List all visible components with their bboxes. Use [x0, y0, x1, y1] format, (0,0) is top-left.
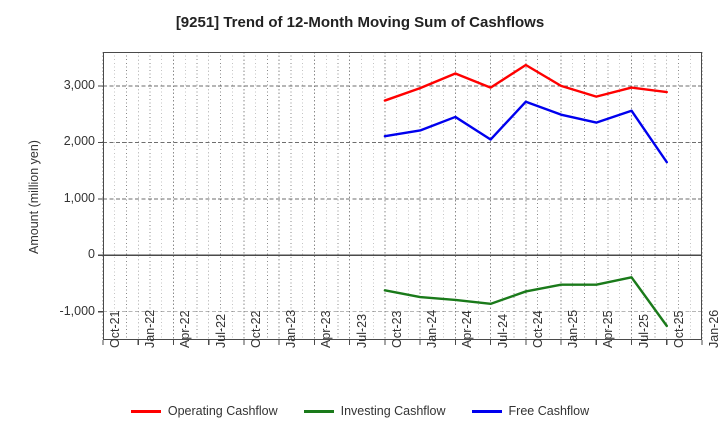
legend-color-swatch	[130, 409, 161, 413]
x-tick-label: Jul-24	[495, 313, 510, 348]
x-tick-label: Jul-22	[213, 313, 228, 348]
legend-label: Free Cashflow	[508, 404, 590, 418]
x-tick-label: Apr-24	[460, 310, 475, 348]
gridlines	[102, 52, 703, 340]
x-tick-label: Jul-25	[636, 313, 651, 348]
legend-item[interactable]: Operating Cashflow	[130, 404, 278, 418]
series-line-1	[383, 276, 668, 328]
legend-item[interactable]: Investing Cashflow	[303, 404, 446, 418]
chart-legend: Operating Cashflow Investing Cashflow Free…	[0, 404, 720, 418]
legend-label: Investing Cashflow	[340, 404, 446, 418]
x-tick-label: Jan-24	[425, 309, 440, 348]
x-tick-label: Apr-22	[178, 310, 193, 348]
y-tick-label: 1,000	[63, 190, 95, 205]
x-tick-label: Jan-25	[566, 309, 581, 348]
legend-item[interactable]: Free Cashflow	[471, 404, 590, 418]
series-line-0	[383, 63, 668, 102]
axis-frame	[98, 51, 703, 345]
x-tick-label: Oct-23	[389, 310, 404, 348]
x-tick-label: Jan-22	[143, 309, 158, 348]
chart-title: [9251] Trend of 12-Month Moving Sum of C…	[175, 14, 545, 31]
x-tick-label: Jan-23	[284, 309, 299, 348]
x-tick-label: Apr-25	[601, 310, 616, 348]
data-series-layer	[383, 63, 668, 328]
x-tick-label: Oct-24	[530, 310, 545, 348]
x-tick-label: Oct-25	[671, 310, 686, 348]
legend-label: Operating Cashflow	[167, 404, 278, 418]
x-tick-label: Jan-26	[707, 309, 720, 348]
legend-color-swatch	[303, 409, 334, 413]
x-tick-label: Oct-22	[248, 310, 263, 348]
y-tick-label: -1,000	[59, 303, 95, 318]
y-tick-label: 2,000	[63, 134, 95, 149]
x-tick-label: Oct-21	[108, 310, 122, 348]
legend-color-swatch	[471, 409, 502, 413]
y-tick-label: 3,000	[63, 77, 95, 92]
x-tick-label: Apr-23	[319, 310, 334, 348]
y-tick-label: 0	[88, 247, 95, 262]
x-tick-label: Jul-23	[354, 313, 369, 348]
series-line-2	[383, 100, 668, 164]
